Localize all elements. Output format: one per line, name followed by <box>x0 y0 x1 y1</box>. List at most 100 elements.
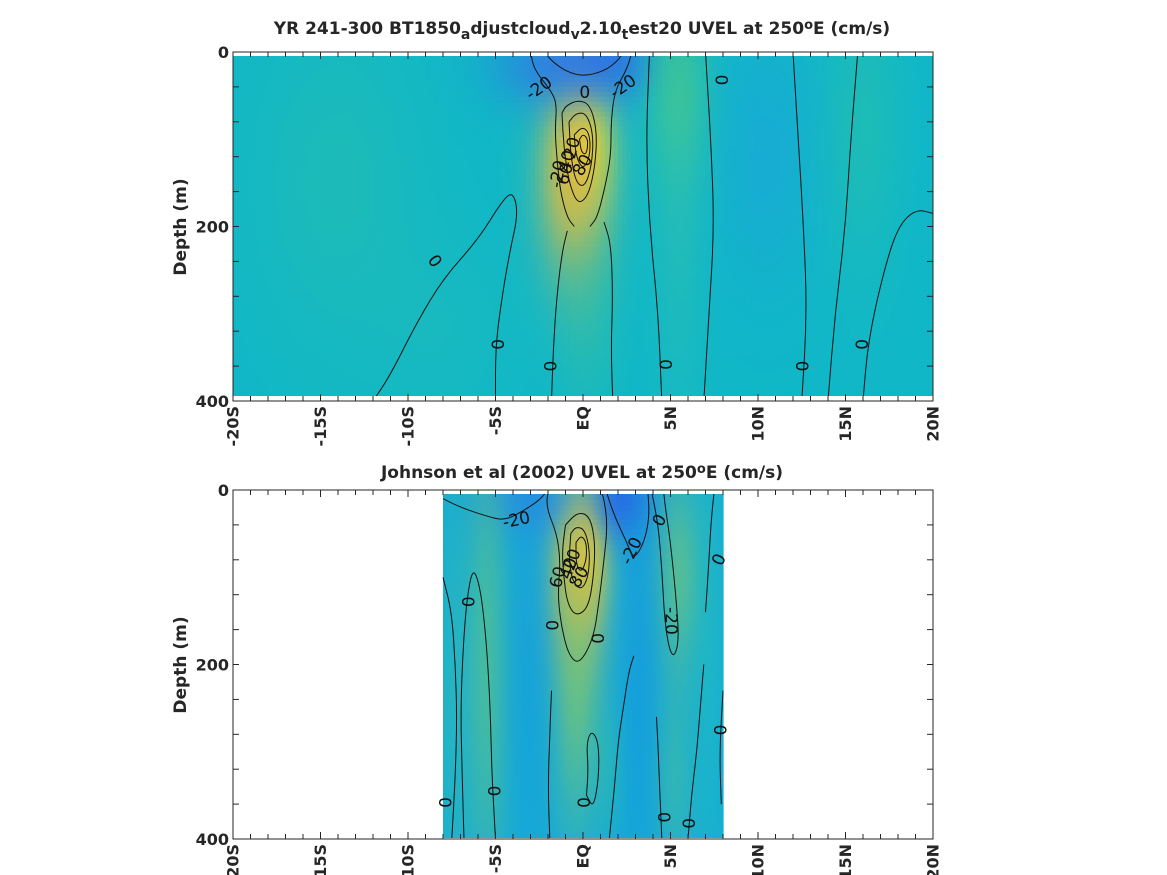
field-cell <box>342 231 348 238</box>
field-cell <box>333 231 339 238</box>
field-cell <box>456 221 462 228</box>
field-cell <box>355 346 361 352</box>
field-cell <box>311 81 317 88</box>
field-cell <box>311 301 317 307</box>
field-cell <box>316 296 322 302</box>
field-cell <box>416 201 422 208</box>
field-cell <box>368 261 374 267</box>
field-cell <box>460 341 466 347</box>
field-cell <box>320 356 326 362</box>
field-cell <box>342 371 348 377</box>
field-cell <box>268 356 273 362</box>
field-cell <box>469 261 475 267</box>
field-cell <box>338 311 343 317</box>
field-cell <box>276 126 282 133</box>
field-cell <box>254 96 260 103</box>
field-cell <box>416 216 422 223</box>
field-cell <box>263 381 269 387</box>
field-cell <box>316 286 322 292</box>
field-cell <box>250 346 256 352</box>
field-cell <box>517 236 523 243</box>
field-cell <box>521 261 527 267</box>
field-cell <box>377 161 383 168</box>
field-cell <box>303 391 308 396</box>
field-cell <box>333 291 339 297</box>
field-cell <box>508 356 514 362</box>
field-cell <box>254 181 260 188</box>
field-cell <box>491 276 497 282</box>
field-cell <box>368 241 374 248</box>
field-cell <box>250 326 256 332</box>
field-cell <box>359 121 365 128</box>
field-cell <box>530 211 536 218</box>
field-cell <box>351 151 357 158</box>
field-cell <box>434 171 440 178</box>
field-cell <box>320 231 326 238</box>
field-cell <box>499 336 505 342</box>
field-cell <box>320 326 326 332</box>
field-cell <box>521 151 527 158</box>
field-cell <box>272 171 278 178</box>
field-cell <box>233 161 238 168</box>
field-cell <box>259 111 265 118</box>
field-cell <box>263 96 269 103</box>
field-cell <box>311 291 317 297</box>
field-cell <box>298 56 304 58</box>
field-cell <box>298 176 304 183</box>
field-cell <box>386 266 392 272</box>
field-cell <box>298 66 304 73</box>
field-cell <box>281 291 287 297</box>
field-cell <box>434 276 440 282</box>
field-cell <box>495 336 501 342</box>
field-cell <box>495 386 501 392</box>
field-cell <box>473 71 479 78</box>
field-cell <box>412 206 418 213</box>
field-cell <box>486 371 492 377</box>
field-cell <box>254 296 260 302</box>
field-cell <box>307 151 313 158</box>
field-cell <box>408 111 413 118</box>
field-cell <box>513 246 518 253</box>
field-cell <box>241 56 247 63</box>
field-cell <box>456 281 462 287</box>
field-cell <box>464 151 470 158</box>
field-cell <box>421 156 427 163</box>
field-cell <box>355 311 361 317</box>
field-cell <box>311 226 317 233</box>
field-cell <box>276 176 282 183</box>
field-cell <box>355 251 361 258</box>
field-cell <box>429 321 435 327</box>
field-cell <box>495 356 501 362</box>
field-cell <box>421 231 427 238</box>
field-cell <box>456 196 462 203</box>
field-cell <box>346 226 352 233</box>
field-cell <box>320 136 326 143</box>
field-cell <box>390 121 396 128</box>
field-cell <box>460 321 466 327</box>
field-cell <box>281 161 287 168</box>
field-cell <box>539 71 545 78</box>
field-cell <box>276 171 282 178</box>
field-cell <box>250 71 256 78</box>
field-cell <box>390 176 396 183</box>
field-cell <box>434 121 440 128</box>
field-cell <box>495 141 501 148</box>
field-cell <box>412 146 418 153</box>
field-cell <box>447 331 453 337</box>
field-cell <box>237 321 243 327</box>
field-cell <box>346 61 352 68</box>
field-cell <box>499 201 505 208</box>
field-cell <box>298 201 304 208</box>
field-cell <box>460 386 466 392</box>
field-cell <box>482 226 488 233</box>
field-cell <box>307 126 313 133</box>
field-cell <box>342 226 348 233</box>
field-cell <box>307 356 313 362</box>
field-cell <box>346 321 352 327</box>
field-cell <box>486 136 492 143</box>
field-cell <box>478 61 483 68</box>
field-cell <box>438 341 444 347</box>
field-cell <box>281 131 287 138</box>
field-cell <box>355 286 361 292</box>
field-cell <box>517 56 523 58</box>
